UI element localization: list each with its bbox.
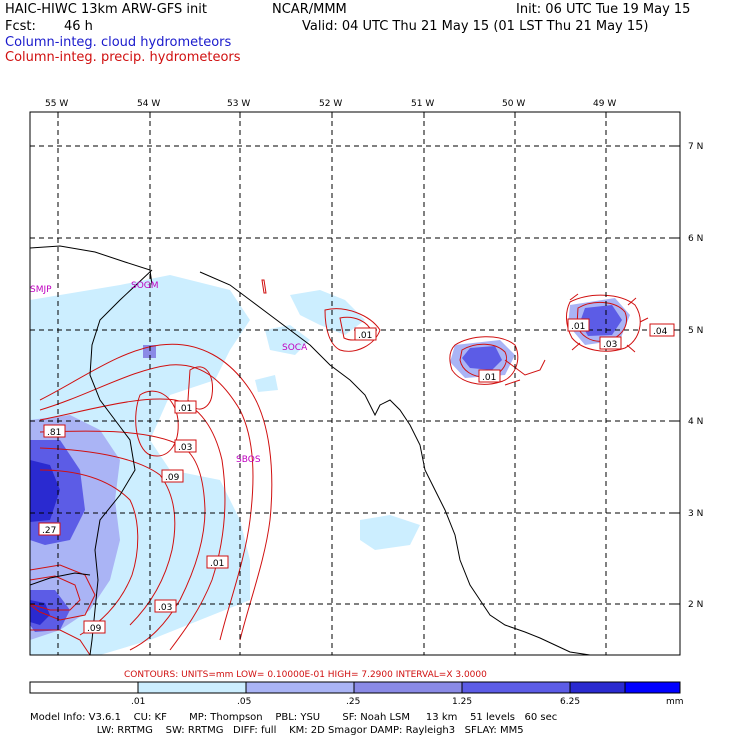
station-label: SBOS [236, 455, 261, 465]
contour-info: CONTOURS: UNITS=mm LOW= 0.10000E-01 HIGH… [124, 670, 487, 680]
svg-text:.03: .03 [603, 340, 617, 350]
svg-text:.01: .01 [210, 559, 224, 569]
colorbar-tick: .05 [237, 697, 251, 707]
organization-label: NCAR/MMM [272, 2, 347, 17]
lon-label: 55 W [45, 99, 68, 109]
contour-label: .81 [43, 424, 66, 438]
lon-label: 50 W [502, 99, 525, 109]
coastline [30, 245, 591, 655]
station-label: SOCA [282, 343, 308, 353]
forecast-hour: 46 h [64, 19, 93, 34]
svg-text:.09: .09 [87, 624, 102, 634]
lon-label: 54 W [137, 99, 160, 109]
contour-label: .01 [206, 555, 229, 569]
svg-text:.09: .09 [165, 473, 180, 483]
contour-label: .01 [478, 369, 501, 383]
lat-label: 5 N [688, 326, 703, 336]
svg-text:.01: .01 [178, 404, 192, 414]
plot-title: HAIC-HIWC 13km ARW-GFS init [5, 2, 207, 17]
station-label: SMJP [30, 285, 52, 295]
valid-time: Valid: 04 UTC Thu 21 May 15 (01 LST Thu … [302, 19, 649, 34]
lat-label: 2 N [688, 600, 703, 610]
svg-text:.03: .03 [178, 443, 192, 453]
svg-text:.01: .01 [571, 322, 585, 332]
lat-label: 6 N [688, 234, 703, 244]
colorbar-tick: 1.25 [452, 697, 472, 707]
contour-label: .09 [161, 469, 184, 483]
colorbar-tick: .01 [131, 697, 145, 707]
map-frame [29, 111, 681, 656]
contour-label: .01 [354, 327, 377, 341]
lon-label: 53 W [227, 99, 250, 109]
svg-text:.01: .01 [482, 373, 496, 383]
svg-text:.27: .27 [42, 526, 56, 536]
colorbar-tick: .25 [346, 697, 360, 707]
lat-label: 7 N [688, 142, 703, 152]
lon-label: 52 W [319, 99, 342, 109]
svg-text:.03: .03 [158, 603, 172, 613]
legend-cloud-hydrometeors: Column-integ. cloud hydrometeors [5, 35, 232, 50]
colorbar-tick: 6.25 [560, 697, 580, 707]
contour-label: .03 [154, 599, 177, 613]
contour-label: .27 [38, 522, 61, 536]
contour-label: .03 [174, 439, 197, 453]
colorbar-unit: mm [666, 697, 684, 707]
svg-text:.81: .81 [47, 428, 61, 438]
init-time: Init: 06 UTC Tue 19 May 15 [516, 2, 691, 17]
svg-text:.01: .01 [358, 331, 372, 341]
contour-label: .04 [649, 323, 675, 337]
cloud-shading-core [30, 460, 60, 625]
forecast-label: Fcst: [5, 19, 36, 34]
legend-precip-hydrometeors: Column-integ. precip. hydrometeors [5, 50, 241, 65]
contour-label: .03 [599, 336, 622, 350]
lat-label: 4 N [688, 417, 703, 427]
contour-label: .01 [174, 400, 197, 414]
contour-label: .09 [83, 620, 106, 634]
station-label: SOGM [131, 281, 159, 291]
frame-ticks [57, 112, 680, 605]
lon-label: 51 W [411, 99, 434, 109]
colorbar [29, 681, 681, 694]
graticule [30, 112, 680, 655]
model-info-line2: LW: RRTMG SW: RRTMG DIFF: full KM: 2D Sm… [30, 725, 524, 736]
lon-label: 49 W [593, 99, 616, 109]
model-info-line1: Model Info: V3.6.1 CU: KF MP: Thompson P… [30, 712, 558, 723]
svg-text:.04: .04 [653, 327, 668, 337]
lat-label: 3 N [688, 509, 703, 519]
contour-label: .01 [567, 318, 590, 332]
